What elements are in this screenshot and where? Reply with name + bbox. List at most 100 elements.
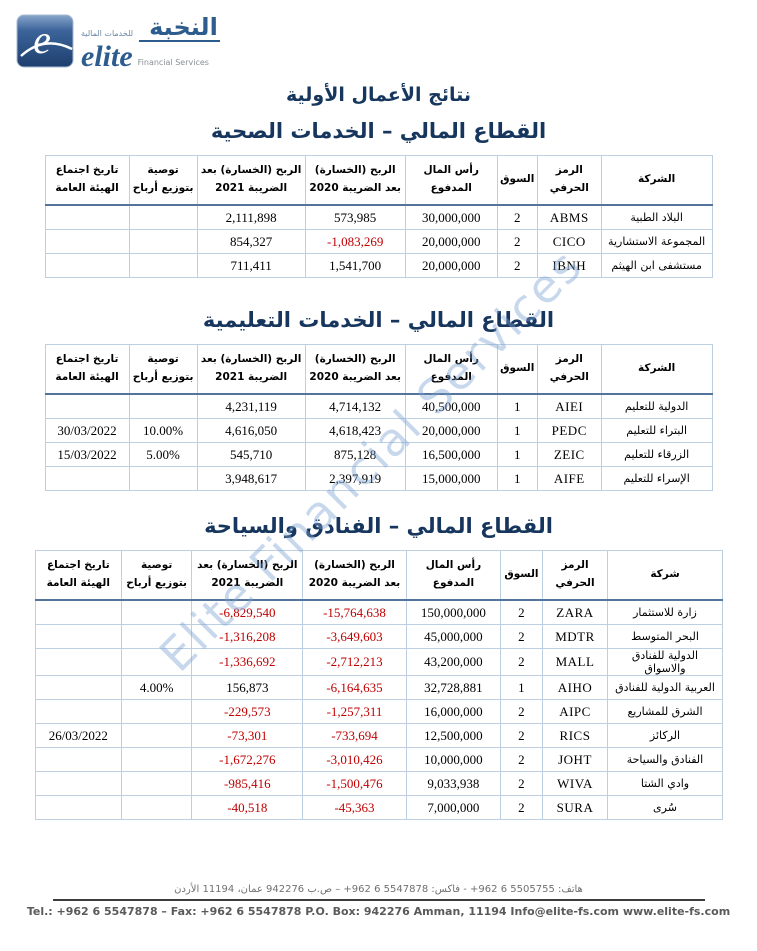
cell-dividend <box>121 723 193 748</box>
cell-company: الدولية للفنادق والاسواق <box>607 648 723 676</box>
table-row: البتراء للتعليم PEDC 1 20,000,000 4,618,423 4… <box>44 418 713 443</box>
cell-capital: 20,000,000 <box>404 253 498 278</box>
cell-company: الزرقاء للتعليم <box>600 442 713 467</box>
cell-company: الفنادق والسياحة <box>607 747 723 772</box>
cell-company: الدولية للتعليم <box>600 393 713 419</box>
cell-ticker: ABMS <box>536 204 602 230</box>
cell-profit2021: -1,316,208 <box>191 624 304 649</box>
table-row: الشرق للمشاريع AIPC 2 16,000,000 -1,257,311-… <box>34 699 723 724</box>
col-header-company: الشركة <box>600 344 713 395</box>
cell-profit2020: -733,694 <box>302 723 407 748</box>
cell-meeting_date <box>34 699 123 724</box>
cell-capital: 20,000,000 <box>404 418 498 443</box>
footer-arabic-line: هاتف: 5505755 6 962+ - فاكس: 5547878 6 9… <box>174 884 583 895</box>
cell-capital: 150,000,000 <box>405 599 502 625</box>
cell-capital: 16,000,000 <box>405 699 502 724</box>
cell-profit2020: -15,764,638 <box>302 599 407 625</box>
col-header-dividend: توصية بتوزيع أرباح <box>128 344 198 395</box>
cell-dividend: 5.00% <box>128 442 198 467</box>
cell-dividend: 4.00% <box>121 675 193 700</box>
cell-profit2020: -3,649,603 <box>302 624 407 649</box>
col-header-company: شركة <box>607 550 723 601</box>
logo-text: للخدمات المالية النخبة elite Financial S… <box>81 15 220 72</box>
cell-market: 1 <box>496 466 538 491</box>
col-header-ticker: الرمز الحرفي <box>536 155 602 206</box>
cell-meeting_date <box>34 747 123 772</box>
cell-market: 1 <box>500 675 543 700</box>
footer-divider <box>52 899 705 901</box>
cell-meeting_date <box>44 393 130 419</box>
table-row: الزرقاء للتعليم ZEIC 1 16,500,000 875,128 545… <box>44 442 713 467</box>
cell-company: زارة للاستثمار <box>607 599 723 625</box>
cell-meeting_date <box>44 253 130 278</box>
header-row: الشركة الرمز الحرفي السوق رأس المال المد… <box>44 344 713 395</box>
cell-capital: 7,000,000 <box>405 795 502 820</box>
cell-profit2021: -1,672,276 <box>191 747 304 772</box>
cell-market: 2 <box>500 624 543 649</box>
cell-dividend <box>128 253 198 278</box>
cell-meeting_date <box>44 229 130 254</box>
col-header-capital: رأس المال المدفوع <box>404 155 498 206</box>
cell-profit2021: 545,710 <box>196 442 306 467</box>
col-header-profit-2020: الربح (الخسارة) بعد الضريبة 2020 <box>304 344 406 395</box>
cell-meeting_date <box>34 771 123 796</box>
cell-capital: 9,033,938 <box>405 771 502 796</box>
footer: هاتف: 5505755 6 962+ - فاكس: 5547878 6 9… <box>0 884 757 918</box>
table-row: زارة للاستثمار ZARA 2 150,000,000 -15,764,63… <box>34 599 723 625</box>
cell-market: 1 <box>496 393 538 419</box>
cell-meeting_date <box>44 466 130 491</box>
section-hotels-tourism: القطاع المالي – الفنادق والسياحة شركة ال… <box>0 514 757 820</box>
cell-profit2021: -40,518 <box>191 795 304 820</box>
elite-logo-icon: e <box>16 14 74 68</box>
cell-meeting_date <box>34 599 123 625</box>
logo-arabic-name: النخبة <box>139 15 220 42</box>
col-header-market: السوق <box>496 344 538 395</box>
cell-ticker: IBNH <box>536 253 602 278</box>
cell-profit2021: -1,336,692 <box>191 648 304 676</box>
col-header-company: الشركة <box>600 155 713 206</box>
cell-market: 2 <box>500 599 543 625</box>
cell-company: وادي الشتا <box>607 771 723 796</box>
cell-dividend <box>121 648 193 676</box>
cell-profit2021: 4,231,119 <box>196 393 306 419</box>
col-header-ticker: الرمز الحرفي <box>541 550 609 601</box>
cell-market: 2 <box>500 648 543 676</box>
col-header-meeting-date: تاريخ اجتماع الهيئة العامة <box>44 344 130 395</box>
cell-profit2020: -1,500,476 <box>302 771 407 796</box>
cell-profit2021: 156,873 <box>191 675 304 700</box>
cell-profit2021: 2,111,898 <box>196 204 306 230</box>
table-row: الإسراء للتعليم AIFE 1 15,000,000 2,397,919 3… <box>44 466 713 491</box>
cell-profit2020: 1,541,700 <box>304 253 406 278</box>
cell-dividend <box>121 624 193 649</box>
cell-dividend <box>121 599 193 625</box>
cell-market: 2 <box>496 253 538 278</box>
cell-profit2021: 4,616,050 <box>196 418 306 443</box>
col-header-profit-2020: الربح (الخسارة) بعد الضريبة 2020 <box>302 550 407 601</box>
cell-market: 2 <box>500 747 543 772</box>
cell-market: 2 <box>500 699 543 724</box>
header-row: شركة الرمز الحرفي السوق رأس المال المدفو… <box>34 550 723 601</box>
cell-dividend <box>121 747 193 772</box>
cell-profit2020: -1,083,269 <box>304 229 406 254</box>
table-row: مستشفى ابن الهيثم IBNH 2 20,000,000 1,541,70… <box>44 253 713 278</box>
cell-ticker: JOHT <box>541 747 609 772</box>
section-title-hotels: القطاع المالي – الفنادق والسياحة <box>204 514 553 538</box>
cell-profit2021: -73,301 <box>191 723 304 748</box>
cell-dividend <box>128 204 198 230</box>
cell-profit2020: 4,714,132 <box>304 393 406 419</box>
cell-profit2021: 3,948,617 <box>196 466 306 491</box>
table-row: البحر المتوسط MDTR 2 45,000,000 -3,649,603 -1… <box>34 624 723 649</box>
table-row: الدولية للتعليم AIEI 1 40,500,000 4,714,132 4… <box>44 393 713 419</box>
col-header-market: السوق <box>496 155 538 206</box>
section-title-education: القطاع المالي – الخدمات التعليمية <box>202 308 555 332</box>
header-row: الشركة الرمز الحرفي السوق رأس المال المد… <box>44 155 713 206</box>
cell-ticker: PEDC <box>536 418 602 443</box>
table-row: الركائز RICS 2 12,500,000 -733,694 -73,301 26/… <box>34 723 723 748</box>
cell-meeting_date <box>44 204 130 230</box>
footer-english-line: Tel.: +962 6 5547878 – Fax: +962 6 55478… <box>26 905 731 918</box>
hotels-tourism-table: شركة الرمز الحرفي السوق رأس المال المدفو… <box>34 550 723 820</box>
col-header-dividend: توصية بتوزيع أرباح <box>121 550 193 601</box>
col-header-capital: رأس المال المدفوع <box>405 550 502 601</box>
cell-dividend <box>128 393 198 419</box>
